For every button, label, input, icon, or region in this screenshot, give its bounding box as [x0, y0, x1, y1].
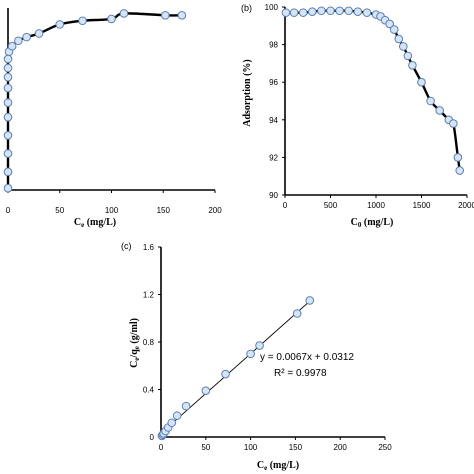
panel-c-x-tick-label: 50 [201, 443, 210, 452]
panel-b-x-tick-label: 2000 [458, 201, 474, 210]
panel-c-data-point [255, 341, 264, 350]
panel-a-x-tick-label: 200 [208, 206, 222, 215]
panel-b-data-point [453, 153, 463, 162]
panel-a-data-point [7, 41, 17, 51]
panel-b-data-point [426, 96, 435, 106]
panel-b-y-tick-label: 90 [269, 191, 278, 200]
panel-c-x-tick-label: 250 [378, 443, 392, 452]
trend-line [160, 300, 311, 434]
panel-c-data-point [305, 296, 315, 305]
panel-a-data-point [14, 36, 23, 46]
panel-b-label: (b) [241, 3, 252, 13]
panel-a-data-point [3, 149, 13, 158]
panel-c-y-tick-label: 0.4 [143, 386, 155, 395]
panel-a-series-line [6, 12, 182, 189]
panel-c-data-point [201, 386, 211, 395]
panel-c-y-tick-label: 1.2 [143, 291, 155, 300]
panel-c-x-tick-label: 0 [159, 443, 164, 452]
panel-c-data-point [292, 309, 302, 318]
panel-b-data-point [281, 8, 291, 17]
panel-a-data-point [55, 20, 65, 29]
panel-b-x-tick-label: 1000 [367, 201, 385, 210]
panel-c-y-tick-label: 0.8 [143, 338, 155, 347]
panel-c-x-tick-label: 150 [289, 443, 303, 452]
panel-c-data-point [181, 401, 191, 411]
panel-b-data-point [326, 6, 335, 16]
panel-a-data-point [177, 10, 187, 20]
panel-a-data-point [22, 32, 31, 42]
fit-r-squared: R² = 0.9978 [274, 368, 327, 379]
panel-c-data-point [167, 418, 177, 428]
panel-b-data-point [353, 7, 363, 16]
panel-b-x-tick-label: 500 [324, 201, 338, 210]
panel-b-y-tick-label: 92 [269, 153, 278, 162]
panel-b-data-point [344, 6, 354, 16]
panel-a-xlabel: Ce (mg/L) [74, 217, 116, 229]
panel-c-y-tick-label: 0 [150, 433, 155, 442]
panel-b-chart: (b) Adsorption (%) C0 (mg/L) 0 500 1000 150… [241, 3, 474, 229]
panel-a-data-point [78, 16, 87, 26]
panel-b-data-point [399, 42, 408, 51]
panel-a-data-point [161, 10, 170, 20]
panel-b-xlabel: C0 (mg/L) [351, 217, 394, 229]
panel-c-xlabel: Ce (mg/L) [257, 460, 299, 472]
panel-b-ylabel: Adsorption (%) [242, 59, 253, 127]
panel-a-x-tick-label: 0 [6, 206, 11, 215]
panel-a-data-point [3, 98, 13, 107]
panel-b-data-point [449, 119, 458, 128]
panel-a-data-point [3, 112, 13, 122]
panel-c-data-point [172, 411, 182, 420]
panel-a-x-tick-label: 150 [157, 206, 171, 215]
panel-c-data-point [246, 349, 255, 359]
panel-c-x-tick-label: 100 [244, 443, 258, 452]
panel-b-x-tick-label: 0 [283, 201, 288, 210]
panel-a-data-point [119, 9, 129, 18]
panel-a-data-point [3, 72, 13, 82]
panel-a-data-point [3, 83, 13, 93]
panel-b-data-point [289, 8, 299, 17]
panel-b-data-point [455, 166, 465, 175]
panel-b-data-point [298, 8, 308, 17]
panel-c-y-tick-label: 1.6 [143, 243, 155, 252]
panel-b-y-tick-label: 94 [269, 116, 278, 125]
panel-b-data-point [362, 8, 372, 17]
panel-b-data-point [385, 19, 394, 29]
panel-a-data-point [3, 131, 13, 140]
panel-a-x-tick-label: 100 [105, 206, 119, 215]
panel-c-label: (c) [121, 241, 132, 251]
panel-b-x-tick-label: 1500 [413, 201, 431, 210]
panel-c-data-point [221, 369, 230, 379]
panel-c-chart: (c) Ce/qe (g/ml) Ce (mg/L) y = 0.0067x +… [121, 241, 392, 472]
panel-b-data-point [335, 6, 344, 16]
panel-a-x-tick-label: 50 [55, 206, 64, 215]
panel-a-data-point [3, 167, 13, 177]
panel-b-data-point [435, 106, 445, 115]
panel-a-data-point [3, 183, 13, 193]
panel-c-x-tick-label: 200 [334, 443, 348, 452]
panel-b-data-point [317, 6, 326, 16]
panel-b-data-point [417, 77, 426, 87]
panel-b-series-line [285, 9, 461, 171]
panel-b-data-point [394, 34, 404, 44]
panel-a-data-point [107, 14, 116, 24]
panel-c-ylabel: Ce/qe (g/ml) [129, 318, 141, 368]
panel-b-y-tick-label: 100 [265, 3, 279, 12]
panel-b-y-tick-label: 96 [269, 78, 278, 87]
panel-a-data-point [34, 29, 44, 38]
panel-b-data-point [389, 25, 399, 34]
panel-b-data-point [403, 51, 413, 61]
panel-b-y-tick-label: 98 [269, 41, 278, 50]
panel-a-data-point [3, 63, 13, 73]
panel-a-chart: Ce (mg/L) 0 50 100 150 200 [3, 8, 222, 229]
fit-equation: y = 0.0067x + 0.0312 [260, 352, 354, 363]
panel-b-data-point [408, 60, 417, 70]
panel-a-data-point [3, 54, 13, 64]
panel-b-data-point [308, 7, 317, 16]
